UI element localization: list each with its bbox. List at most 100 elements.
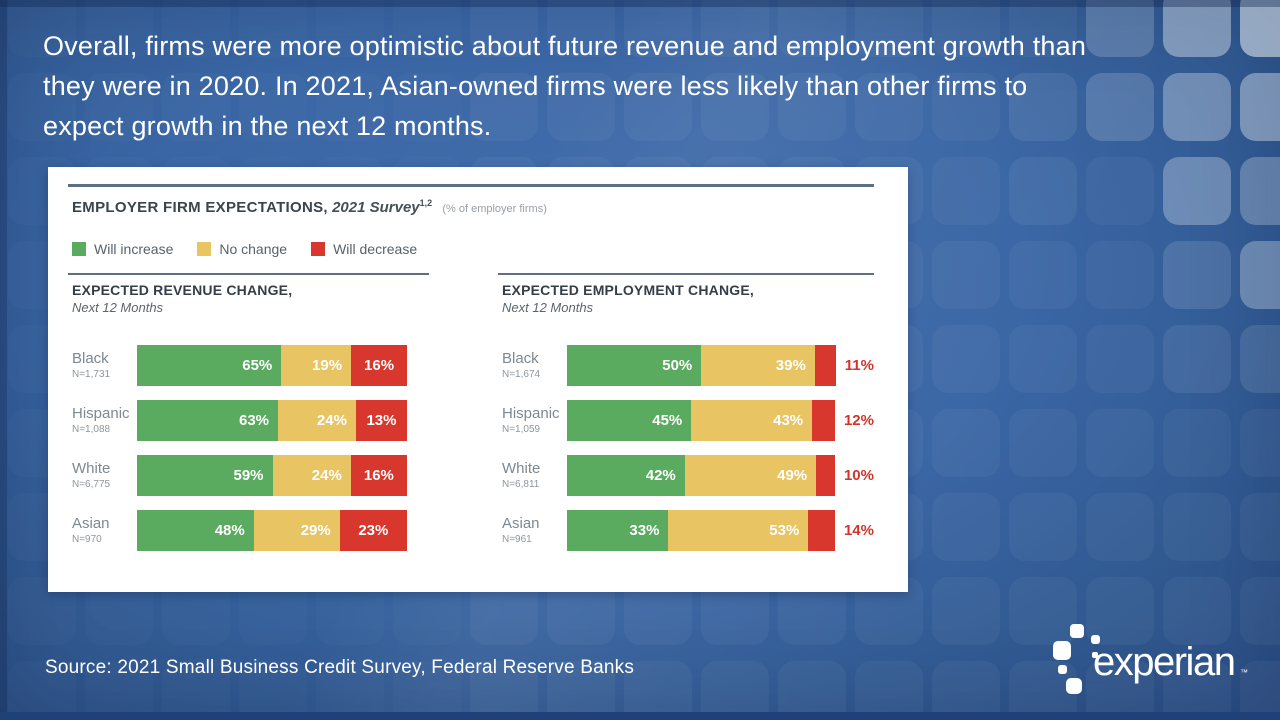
background-tile <box>1086 493 1154 561</box>
legend-label: No change <box>219 241 288 257</box>
chart-title-survey: 2021 Survey <box>332 199 420 216</box>
background-tile <box>1163 661 1231 720</box>
decrease-value-label: 12% <box>843 412 874 429</box>
sample-size-label: N=1,059 <box>502 424 541 435</box>
background-tile <box>701 73 769 141</box>
background-tile <box>1163 157 1231 225</box>
segment-decrease <box>816 455 835 496</box>
segment-increase: 33% <box>566 510 669 551</box>
source-note: Source: 2021 Small Business Credit Surve… <box>45 657 635 678</box>
background-tile <box>1240 0 1280 57</box>
background-tile <box>624 0 692 57</box>
segment-decrease <box>814 345 836 386</box>
background-tile <box>1240 577 1280 645</box>
stacked-bar: 48% 29% 23% <box>137 510 407 551</box>
segment-value-label: 16% <box>363 467 394 484</box>
segment-value-label: 29% <box>300 522 331 539</box>
category-label: Black <box>502 350 539 367</box>
background-tile <box>1163 409 1231 477</box>
chart-title-unit-note: (% of employer firms) <box>442 203 547 215</box>
background-tile <box>1009 325 1077 393</box>
sample-size-label: N=1,088 <box>72 424 111 435</box>
slide-title-line-3: expect growth in the next 12 months. <box>43 111 492 141</box>
segment-decrease: 13% <box>355 400 407 441</box>
segment-value-label: 45% <box>652 412 683 429</box>
background-tile <box>1009 409 1077 477</box>
segment-value-label: 48% <box>214 522 245 539</box>
background-tile <box>470 73 538 141</box>
background-tile <box>1009 0 1077 57</box>
background-tile <box>1009 577 1077 645</box>
background-tile <box>547 661 615 720</box>
chart-title-footnote-marker: 1,2 <box>419 198 433 208</box>
segment-increase: 63% <box>137 400 279 441</box>
segment-value-label: 13% <box>366 412 397 429</box>
segment-value-label: 24% <box>316 412 347 429</box>
stacked-bar: 42% 49% <box>566 455 835 496</box>
chart-title: EMPLOYER FIRM EXPECTATIONS, 2021 Survey1… <box>72 198 888 216</box>
segment-value-label: 39% <box>775 357 806 374</box>
decrease-value-label: 10% <box>843 467 874 484</box>
category-label: Asian <box>502 515 540 532</box>
background-tile <box>624 73 692 141</box>
background-tile <box>1163 241 1231 309</box>
background-tile <box>1240 409 1280 477</box>
chart-title-main: EMPLOYER FIRM EXPECTATIONS, <box>72 199 328 216</box>
experian-logo-mark-icon <box>1058 665 1067 674</box>
bar-row: White N=6,775 59% 24% 16% <box>68 455 429 496</box>
category-label: Hispanic <box>502 405 560 422</box>
decrease-value-label: 11% <box>844 357 874 374</box>
slide-title: Overall, firms were more optimistic abou… <box>43 26 1203 146</box>
segment-value-label: 53% <box>769 522 800 539</box>
experian-wordmark: experian <box>1093 640 1236 684</box>
sample-size-label: N=961 <box>502 534 532 545</box>
bar-row: Black N=1,674 50% 39% 11% <box>498 345 874 386</box>
segment-value-label: 59% <box>233 467 264 484</box>
background-tile <box>855 0 923 57</box>
background-tile <box>1240 493 1280 561</box>
background-tile <box>1086 73 1154 141</box>
sample-size-label: N=970 <box>72 534 102 545</box>
panel-divider <box>498 273 874 275</box>
background-tile <box>1009 493 1077 561</box>
segment-nochange: 24% <box>278 400 356 441</box>
bar-row: Hispanic N=1,088 63% 24% 13% <box>68 400 429 441</box>
segment-increase: 45% <box>566 400 692 441</box>
background-tile <box>932 577 1000 645</box>
segment-increase: 50% <box>566 345 702 386</box>
segment-increase: 48% <box>137 510 254 551</box>
panel-subheading: Next 12 Months <box>72 300 164 315</box>
row-label: Asian N=961 <box>498 515 567 546</box>
background-tile <box>547 0 615 57</box>
legend-item: Will decrease <box>311 241 417 257</box>
segment-value-label: 16% <box>364 357 395 374</box>
segment-decrease <box>808 510 835 551</box>
background-tile <box>1163 325 1231 393</box>
stacked-bar: 63% 24% 13% <box>137 400 407 441</box>
segment-decrease: 23% <box>339 510 407 551</box>
experian-logo: experian ™ <box>1046 620 1256 700</box>
background-tile <box>932 241 1000 309</box>
segment-value-label: 65% <box>242 357 273 374</box>
sample-size-label: N=6,811 <box>502 479 540 490</box>
segment-increase: 42% <box>566 455 685 496</box>
stacked-bar: 65% 19% 16% <box>137 345 407 386</box>
chart-panels: EXPECTED REVENUE CHANGE, Next 12 Months … <box>68 273 908 565</box>
row-label: Black N=1,731 <box>68 351 137 381</box>
bar-row: Hispanic N=1,059 45% 43% 12% <box>498 400 874 441</box>
segment-value-label: 63% <box>239 412 270 429</box>
row-label: White N=6,811 <box>498 461 567 491</box>
background-tile <box>1086 157 1154 225</box>
category-label: Hispanic <box>72 405 130 422</box>
segment-value-label: 19% <box>312 357 343 374</box>
experian-logo-mark-icon <box>1053 641 1071 660</box>
segment-nochange: 49% <box>684 455 817 496</box>
legend-swatch-decrease <box>311 242 326 256</box>
chart-card: EMPLOYER FIRM EXPECTATIONS, 2021 Survey1… <box>48 167 908 592</box>
background-tile <box>1086 577 1154 645</box>
background-tile <box>547 73 615 141</box>
background-tile <box>1163 73 1231 141</box>
background-tile <box>932 0 1000 57</box>
background-tile <box>470 661 538 720</box>
